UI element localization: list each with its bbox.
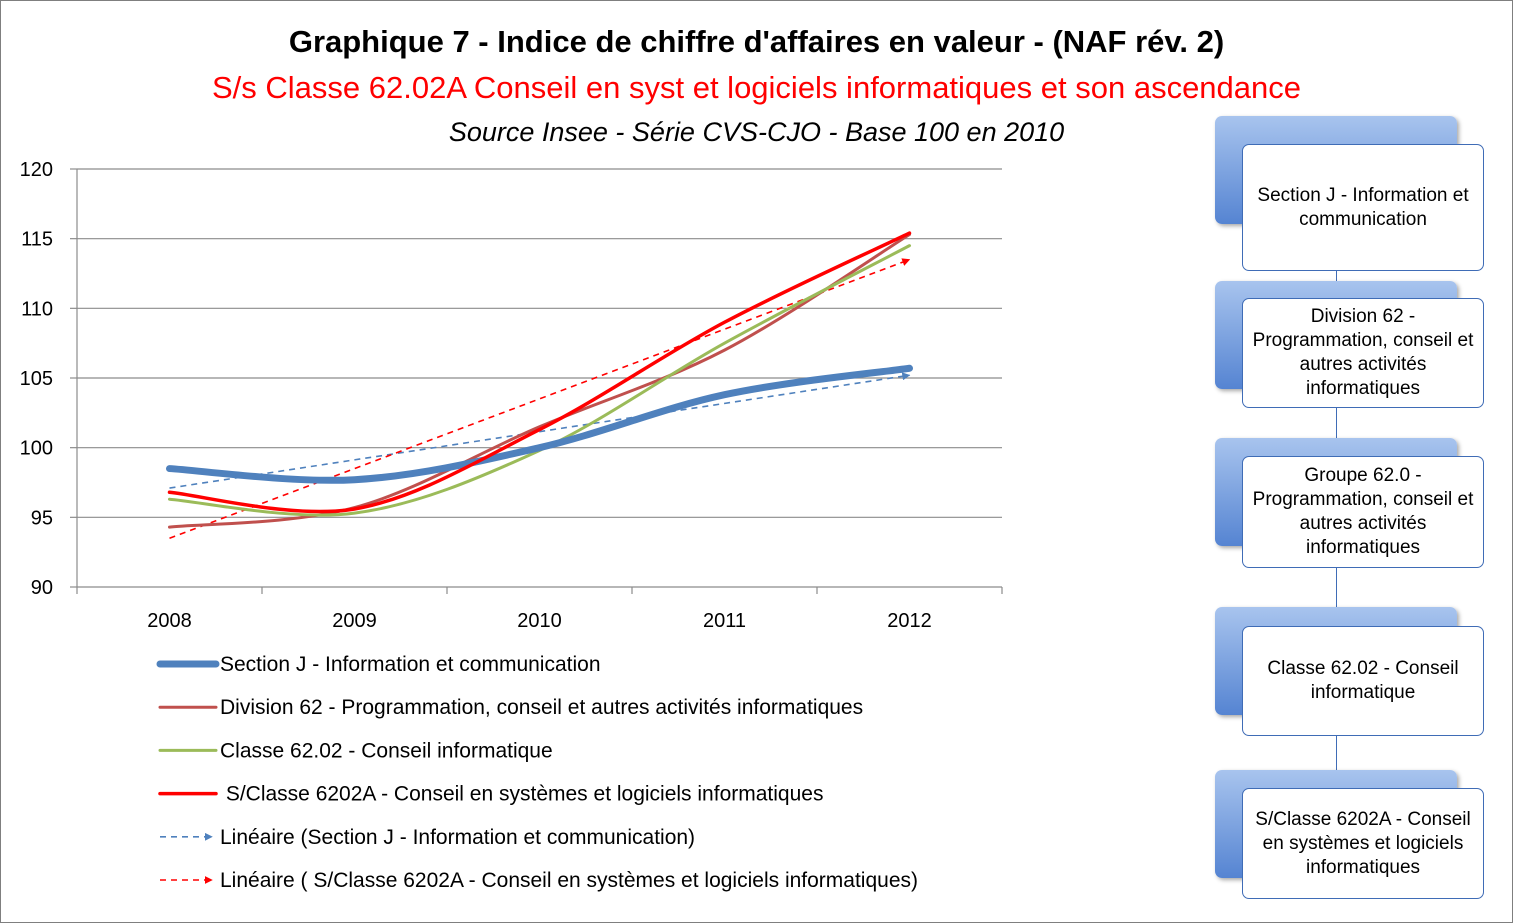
hierarchy-connector — [1336, 568, 1337, 626]
y-tick-label: 110 — [21, 298, 53, 320]
legend-label: Section J - Information et communication — [220, 653, 601, 676]
y-tick-label: 95 — [31, 507, 53, 529]
hierarchy-node-groupe: Groupe 62.0 - Programmation, conseil et … — [1242, 456, 1484, 568]
hierarchy-node-sous-classe: S/Classe 6202A - Conseil en systèmes et … — [1242, 788, 1484, 899]
hierarchy-connector — [1336, 736, 1337, 788]
legend-label: Linéaire (Section J - Information et com… — [220, 826, 695, 849]
x-tick-label: 2010 — [517, 610, 562, 632]
x-tick-labels: 2008 2009 2010 2011 2012 — [147, 610, 932, 632]
y-tick-label: 105 — [20, 368, 53, 390]
series-line-0 — [166, 364, 913, 484]
y-tick-label: 90 — [31, 577, 53, 599]
gridlines — [77, 168, 1002, 518]
legend-label: Linéaire ( S/Classe 6202A - Conseil en s… — [220, 869, 918, 892]
series-line-1 — [168, 232, 911, 529]
legend-label: S/Classe 6202A - Conseil en systèmes et … — [220, 783, 823, 806]
y-tick-label: 115 — [21, 229, 53, 251]
x-tick-label: 2012 — [887, 610, 932, 632]
line-chart: 90 95 100 105 110 115 120 2008 2009 2010 2011 2012… — [20, 159, 1003, 892]
x-tick-label: 2009 — [332, 610, 377, 632]
chart-subtitle: S/s Classe 62.02A Conseil en syst et log… — [211, 70, 1302, 105]
hierarchy-node-section: Section J - Information et communication — [1242, 144, 1484, 271]
legend-label: Division 62 - Programmation, conseil et … — [220, 696, 863, 719]
y-tick-label: 120 — [20, 159, 53, 181]
x-tick-label: 2008 — [147, 610, 192, 632]
legend: Section J - Information et communication… — [156, 653, 918, 892]
chart-source: Source Insee - Série CVS-CJO - Base 100 … — [448, 117, 1065, 147]
series-lines — [166, 231, 913, 539]
x-tick-label: 2011 — [703, 610, 746, 632]
y-tick-labels: 90 95 100 105 110 115 120 — [20, 159, 53, 599]
legend-label: Classe 62.02 - Conseil informatique — [220, 739, 553, 762]
axes — [70, 168, 1003, 594]
hierarchy-node-classe: Classe 62.02 - Conseil informatique — [1242, 626, 1484, 736]
trendline-5 — [169, 258, 911, 539]
series-line-3 — [167, 231, 912, 514]
trendline-4 — [169, 372, 911, 489]
chart-title: Graphique 7 - Indice de chiffre d'affair… — [288, 24, 1225, 59]
hierarchy-node-division: Division 62 - Programmation, conseil et … — [1242, 298, 1484, 408]
hierarchy-connector — [1336, 408, 1337, 456]
y-tick-label: 100 — [20, 438, 53, 460]
